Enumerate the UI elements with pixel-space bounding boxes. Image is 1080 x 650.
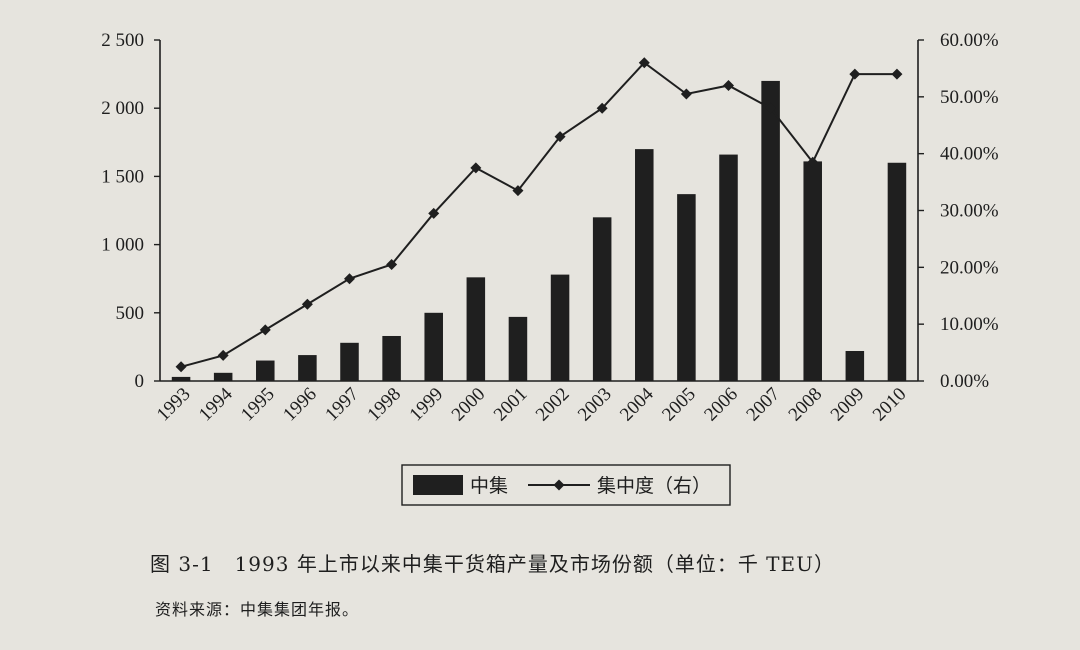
line-marker-1997 (344, 273, 355, 285)
bar-1994 (213, 372, 233, 381)
x-axis-tick-label: 1993 (153, 384, 195, 426)
figure-caption: 图 3-1 1993 年上市以来中集干货箱产量及市场份额（单位：千 TEU） (150, 552, 835, 576)
x-axis-tick-label: 1998 (363, 384, 405, 426)
line-marker-2000 (470, 162, 482, 174)
bar-1995 (256, 360, 275, 381)
bar-1993 (171, 376, 191, 381)
legend-line-marker (553, 479, 565, 491)
right-axis-tick-label: 50.00% (940, 87, 999, 108)
x-axis-tick-label: 1995 (237, 384, 279, 426)
figure-source: 资料来源：中集集团年报。 (155, 600, 360, 619)
line-marker-2006 (723, 79, 734, 91)
x-axis-tick-label: 2000 (448, 384, 490, 426)
x-axis-tick-label: 2009 (827, 384, 869, 426)
line-marker-1993 (175, 361, 187, 373)
bar-line-chart: 0 500 1 000 1 500 2 000 2 500 0.00% 10.00% 20.00… (101, 30, 999, 506)
bar-1999 (424, 312, 443, 381)
x-axis-tick-label: 1994 (195, 383, 237, 425)
line-marker-2002 (554, 131, 566, 143)
line-marker-2008 (807, 156, 819, 168)
x-axis-tick-label: 2001 (490, 384, 532, 426)
left-axis-tick-label: 1 500 (101, 166, 144, 187)
line-marker-1995 (259, 324, 271, 336)
legend-bar-swatch (413, 475, 463, 495)
line-marker-1999 (428, 207, 440, 219)
line-marker-2009 (849, 68, 861, 80)
left-axis-tick-label: 0 (135, 371, 145, 392)
bar-2000 (466, 277, 486, 381)
right-axis-tick-label: 10.00% (940, 314, 999, 335)
line-marker-2003 (596, 102, 608, 114)
x-axis-tick-label: 2010 (869, 384, 911, 426)
bar-1997 (340, 342, 359, 381)
bar-2007 (761, 80, 780, 382)
bar-2006 (719, 154, 738, 381)
legend-bar-label: 中集 (470, 475, 508, 497)
right-axis-tick-label: 0.00% (940, 371, 989, 392)
bar-2009 (845, 350, 865, 381)
legend-line-label: 集中度（右） (597, 475, 711, 497)
line-marker-2007 (765, 102, 777, 114)
line-marker-1996 (301, 298, 313, 310)
bar-2008 (803, 161, 822, 381)
x-axis-tick-label: 2004 (616, 383, 658, 425)
right-axis-tick-label: 30.00% (940, 201, 999, 222)
bar-2001 (508, 316, 528, 381)
left-axis-tick-label: 2 500 (101, 30, 144, 51)
bar-1996 (298, 355, 317, 381)
right-axis-tick-label: 20.00% (940, 257, 999, 278)
bar-2010 (887, 162, 907, 381)
x-axis-tick-label: 1999 (406, 384, 448, 426)
x-axis-tick-label: 2006 (700, 384, 742, 426)
line-marker-2004 (638, 57, 650, 69)
line-marker-2001 (512, 185, 524, 197)
left-axis-tick-label: 2 000 (101, 98, 144, 119)
x-axis-tick-label: 2008 (785, 384, 827, 426)
x-axis-tick-label: 2003 (574, 384, 616, 426)
line-marker-1998 (386, 258, 398, 270)
right-axis-tick-label: 60.00% (940, 30, 999, 51)
right-axis-tick-label: 40.00% (940, 144, 999, 165)
line-marker-1994 (217, 349, 229, 361)
x-axis-tick-label: 2007 (742, 384, 784, 426)
bar-2005 (677, 194, 696, 381)
x-axis-tick-label: 2005 (658, 384, 700, 426)
left-axis-tick-label: 1 000 (101, 235, 144, 256)
bar-1998 (382, 335, 401, 381)
x-axis-tick-label: 1996 (279, 384, 321, 426)
bar-2002 (550, 274, 570, 381)
concentration-line (180, 61, 897, 368)
x-axis-tick-label: 2002 (532, 384, 574, 426)
bar-2004 (635, 149, 654, 381)
x-axis-tick-label: 1997 (321, 384, 363, 426)
left-axis-tick-label: 500 (116, 303, 145, 324)
legend-box (401, 464, 731, 506)
bar-2003 (592, 217, 612, 381)
line-marker-2010 (891, 68, 903, 80)
line-marker-2005 (680, 88, 692, 100)
